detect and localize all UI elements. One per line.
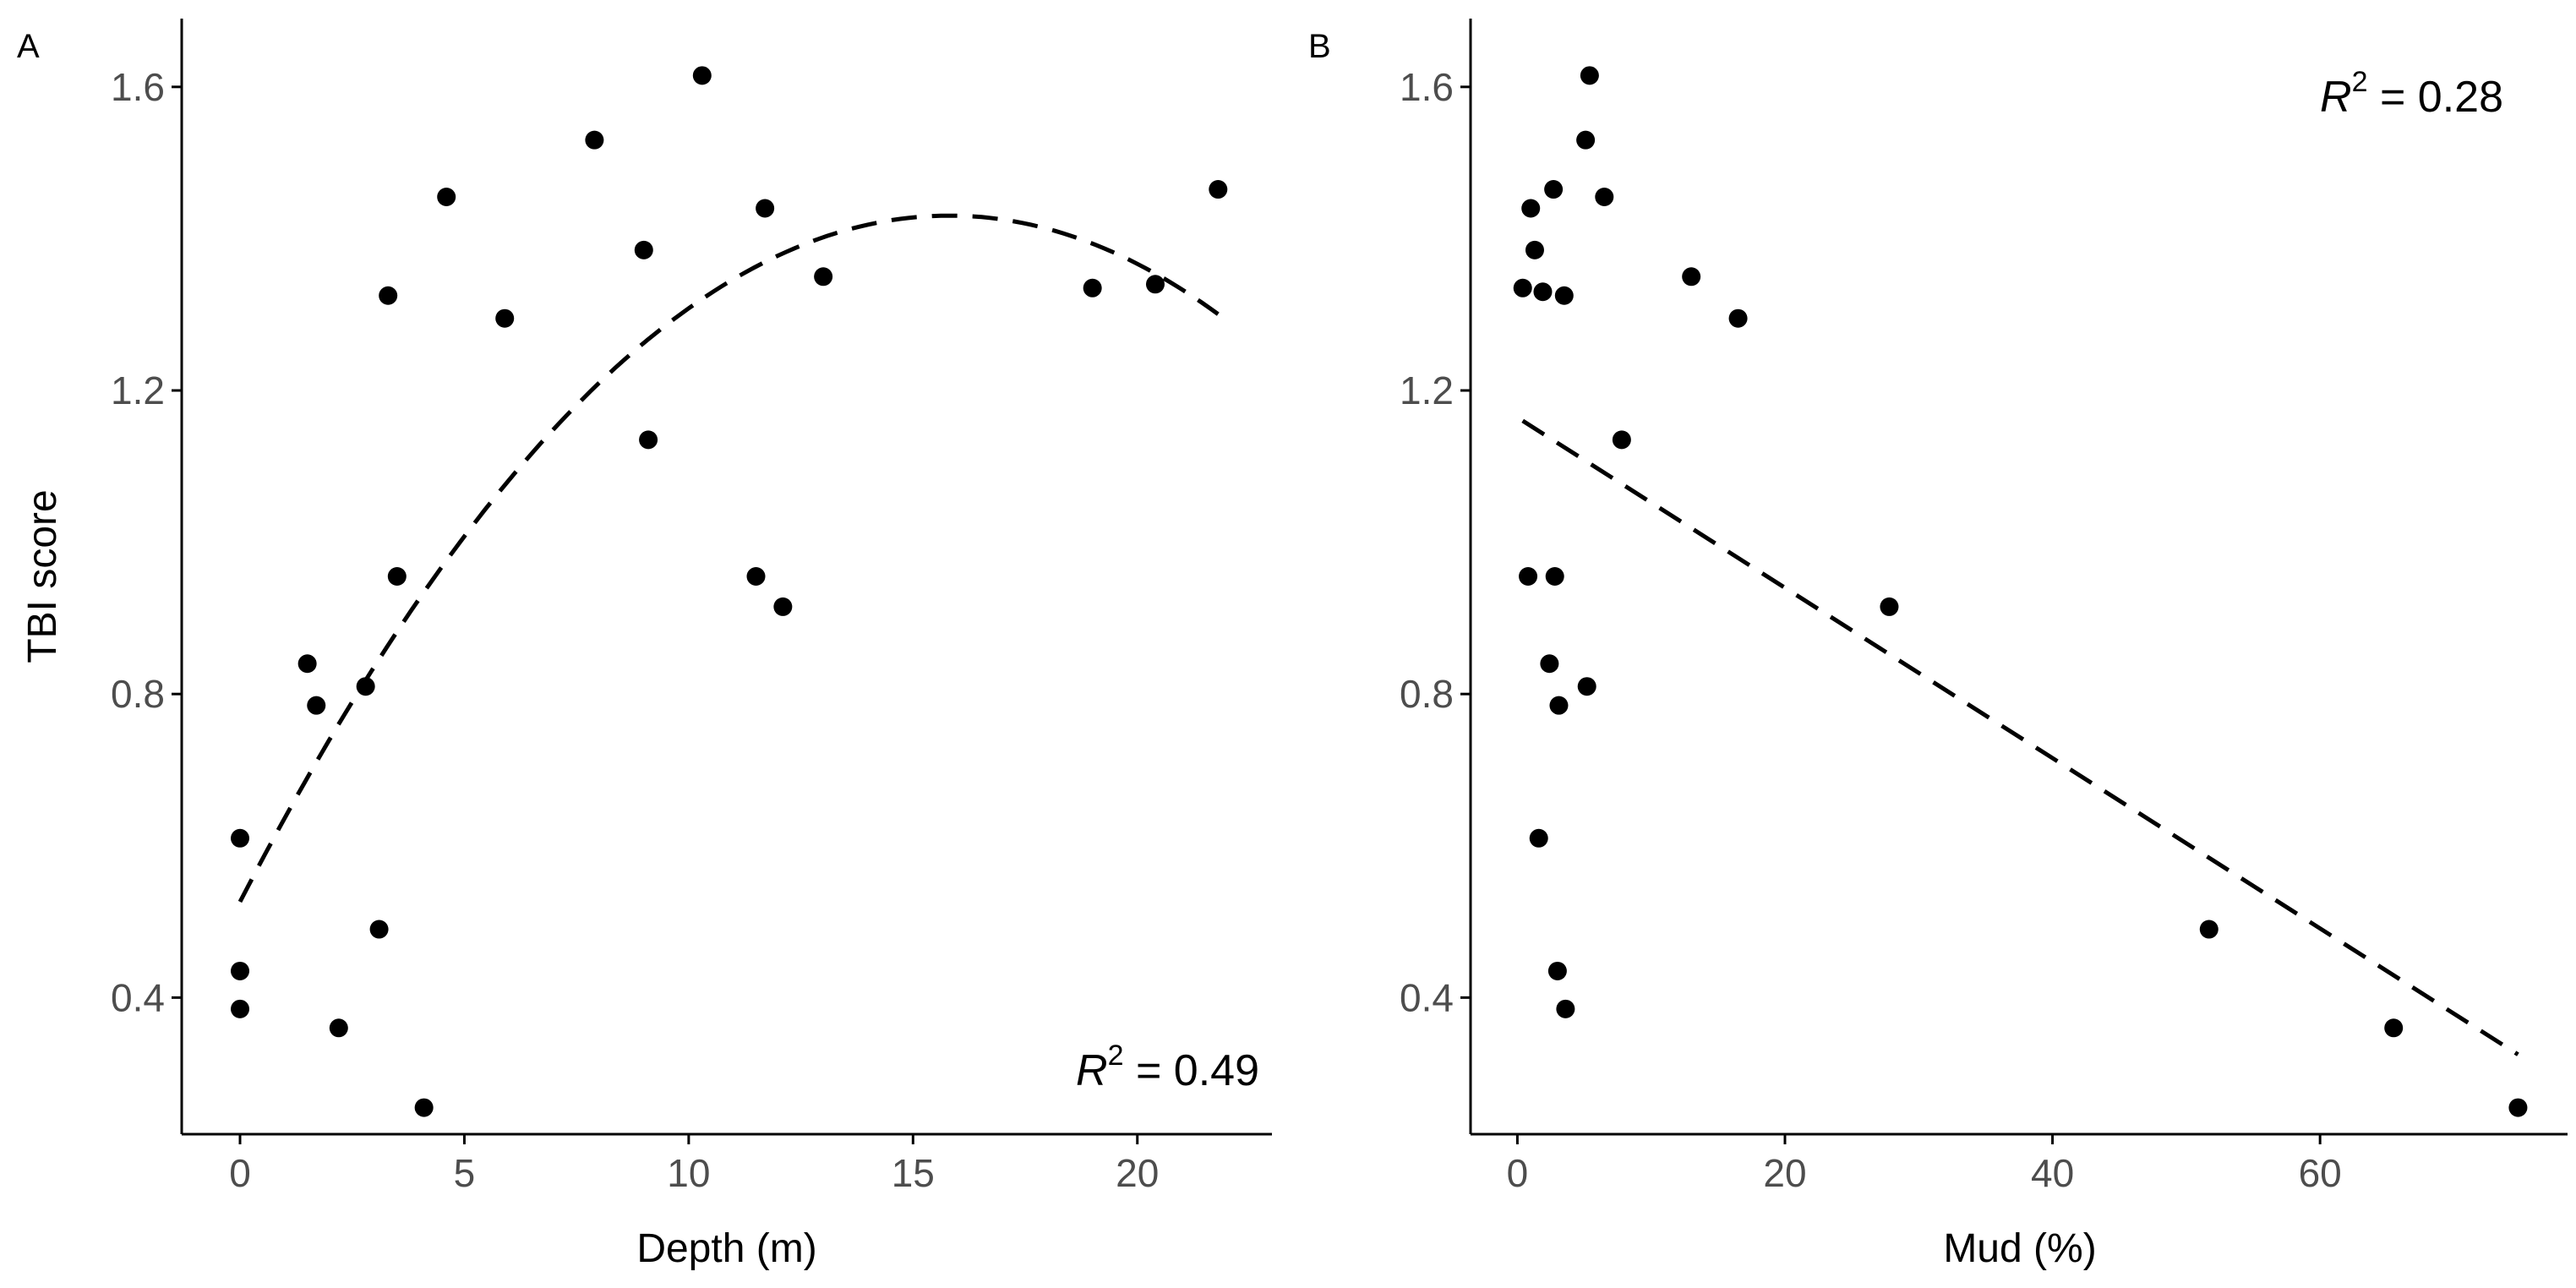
panel-b-y-tick-label: 0.8 (1400, 672, 1454, 716)
panel-b-data-point (2384, 1018, 2404, 1038)
panel-b-data-point (1540, 654, 1559, 674)
panel-a-data-point (231, 828, 250, 848)
panel-b-data-point (1682, 267, 1701, 287)
panel-a-x-axis-title: Depth (m) (636, 1226, 816, 1271)
panel-a-data-point (297, 654, 317, 674)
panel-a-data-point (437, 188, 456, 207)
panel-a-data-point (231, 961, 250, 980)
panel-b-data-point (1519, 567, 1538, 586)
panel-b-x-tick-label: 60 (2299, 1151, 2342, 1195)
panel-b-data-point (1612, 430, 1631, 450)
panel-b-data-point (1547, 961, 1567, 980)
panel-b-data-point (1513, 278, 1532, 297)
panel-b-r2-symbol: R (2320, 73, 2352, 122)
panel-a-data-point (814, 267, 833, 287)
panel-a: A 0.4 0.8 1.2 1.6 0 5 10 15 20 Depth (m) R2 = 0… (17, 19, 1272, 1271)
panel-a-data-point (495, 308, 515, 328)
panel-b-data-point (1595, 188, 1614, 207)
panel-b-data-point (1549, 696, 1569, 715)
panel-a-data-point (756, 199, 775, 218)
panel-b-x-ticks: 0 20 40 60 (1507, 1134, 2342, 1195)
panel-b-x-tick-label: 20 (1763, 1151, 1806, 1195)
panel-a-data-point (329, 1018, 348, 1038)
panel-b-data-point (1554, 286, 1574, 305)
panel-b-data-point (1533, 282, 1553, 302)
panel-a-x-ticks: 0 5 10 15 20 (229, 1134, 1159, 1195)
panel-a-r2-superscript: 2 (1108, 1040, 1124, 1072)
panel-a-x-tick-label: 5 (454, 1151, 476, 1195)
panel-b-data-point (1544, 180, 1564, 199)
panel-b-y-ticks: 0.4 0.8 1.2 1.6 (1400, 65, 1471, 1019)
panel-b-letter: B (1308, 28, 1331, 65)
panel-a-x-tick-label: 10 (667, 1151, 710, 1195)
panel-a-data-point (414, 1098, 434, 1117)
panel-b-data-point (1529, 828, 1548, 848)
panel-b-data-point (2508, 1098, 2528, 1117)
panel-a-data-point (1145, 275, 1165, 294)
panel-b-x-tick-label: 0 (1507, 1151, 1529, 1195)
panel-b-data-point (1525, 240, 1544, 259)
panel-b-y-tick-label: 1.6 (1400, 65, 1454, 109)
panel-a-r2-value: = 0.49 (1124, 1046, 1259, 1095)
panel-a-y-tick-label: 0.4 (111, 975, 165, 1019)
panel-b-data-point (1728, 308, 1748, 328)
y-axis-title: TBI score (20, 489, 65, 663)
panel-a-data-point (634, 240, 653, 259)
panel-a-r2-symbol: R (1076, 1046, 1108, 1095)
panel-b-data-point (1545, 567, 1564, 586)
panel-a-fit-line (237, 213, 1220, 903)
panel-a-points (231, 66, 1228, 1117)
panel-b-data-point (1580, 66, 1599, 85)
panel-b-r2-annotation: R2 = 0.28 (2320, 66, 2503, 122)
panel-a-letter: A (17, 28, 40, 65)
panel-b-data-point (2199, 920, 2219, 939)
panel-a-data-point (356, 677, 375, 696)
panel-a-data-point (773, 597, 793, 616)
panel-b-x-tick-label: 40 (2031, 1151, 2074, 1195)
panel-a-data-point (746, 567, 766, 586)
panel-b-data-point (1576, 130, 1596, 150)
panel-a-data-point (585, 130, 604, 150)
panel-b-x-axis-title: Mud (%) (1943, 1226, 2096, 1271)
panel-b-data-point (1577, 677, 1596, 696)
panel-b-r2-value: = 0.28 (2368, 73, 2503, 122)
panel-a-data-point (692, 66, 712, 85)
panel-a-x-tick-label: 20 (1116, 1151, 1159, 1195)
panel-b-r2-superscript: 2 (2352, 66, 2368, 98)
panel-b-data-point (1556, 999, 1575, 1018)
panel-a-data-point (231, 999, 250, 1018)
panel-b-fit-line (1521, 418, 2519, 1056)
panel-a-data-point (379, 286, 398, 305)
panel-b-y-tick-label: 1.2 (1400, 368, 1454, 412)
panel-b-points (1513, 66, 2528, 1117)
panel-a-data-point (639, 430, 658, 450)
panel-b: B 0.4 0.8 1.2 1.6 0 20 40 60 Mud (%) R2 = 0.28 (1308, 19, 2568, 1271)
panel-a-y-tick-label: 1.6 (111, 65, 165, 109)
panel-a-data-point (1083, 278, 1102, 297)
panel-a-y-ticks: 0.4 0.8 1.2 1.6 (111, 65, 182, 1019)
panel-a-data-point (307, 696, 326, 715)
panel-a-x-tick-label: 15 (892, 1151, 935, 1195)
panel-a-x-tick-label: 0 (229, 1151, 251, 1195)
panel-a-data-point (387, 567, 407, 586)
panel-b-data-point (1880, 597, 1899, 616)
panel-a-y-tick-label: 1.2 (111, 368, 165, 412)
panel-a-r2-annotation: R2 = 0.49 (1076, 1040, 1259, 1095)
panel-a-data-point (1209, 180, 1228, 199)
panel-b-y-tick-label: 0.4 (1400, 975, 1454, 1019)
panel-a-y-tick-label: 0.8 (111, 672, 165, 716)
panel-a-data-point (369, 920, 389, 939)
panel-b-data-point (1521, 199, 1541, 218)
